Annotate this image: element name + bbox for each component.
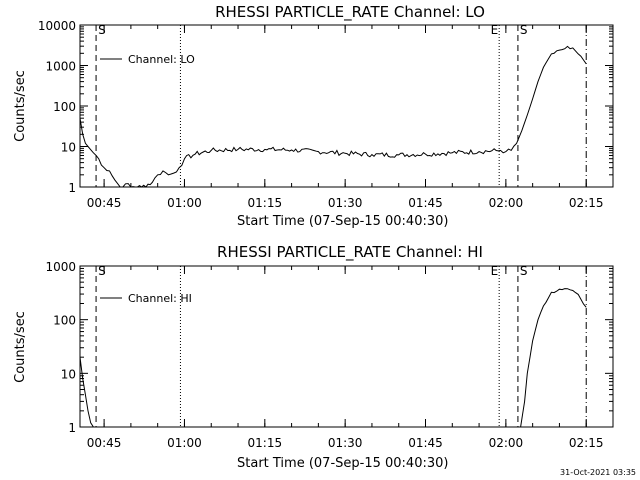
y-tick-label: 10 xyxy=(61,141,76,155)
y-axis-label-lo: Counts/sec xyxy=(13,70,28,142)
x-tick-label: 02:00 xyxy=(489,436,524,450)
panel-lo: RHESSI PARTICLE_RATE Channel: LO 1101001… xyxy=(13,3,614,229)
x-ticks-lo: 00:45 01:00 01:15 01:30 01:45 02:00 02:15 xyxy=(87,25,614,210)
series-line-hi xyxy=(520,288,587,428)
legend-hi: Channel: HI xyxy=(100,292,192,305)
y-tick-label: 1000 xyxy=(45,260,76,274)
series-line-hi xyxy=(79,357,94,428)
x-axis-label-lo: Start Time (07-Sep-15 00:40:30) xyxy=(237,214,448,229)
panel-hi: RHESSI PARTICLE_RATE Channel: HI 1101001… xyxy=(13,243,614,471)
y-tick-label: 1 xyxy=(68,421,76,435)
x-ticks-hi: 00:45 01:00 01:15 01:30 01:45 02:00 02:15 xyxy=(87,266,614,450)
x-axis-label-hi: Start Time (07-Sep-15 00:40:30) xyxy=(237,456,448,471)
x-tick-label: 00:45 xyxy=(87,436,122,450)
marker-label: E xyxy=(491,23,499,37)
series-lo xyxy=(79,45,587,188)
y-tick-label: 1 xyxy=(68,181,76,195)
x-tick-label: 01:30 xyxy=(328,196,363,210)
y-tick-label: 1000 xyxy=(45,60,76,74)
legend-lo: Channel: LO xyxy=(100,53,195,66)
x-tick-label: 02:15 xyxy=(569,436,604,450)
x-tick-label: 01:15 xyxy=(248,436,283,450)
x-tick-label: 01:15 xyxy=(248,196,283,210)
y-tick-label: 100 xyxy=(53,314,76,328)
x-tick-label: 01:00 xyxy=(167,436,202,450)
marker-label: S xyxy=(520,23,528,37)
x-tick-label: 02:15 xyxy=(569,196,604,210)
y-axis-label-hi: Counts/sec xyxy=(13,311,28,383)
x-tick-label: 00:45 xyxy=(87,196,122,210)
series-hi xyxy=(79,288,587,428)
y-ticks-hi: 1 10 100 1000 xyxy=(45,260,613,435)
x-tick-label: 01:00 xyxy=(167,196,202,210)
x-tick-label: 01:30 xyxy=(328,436,363,450)
marker-label: S xyxy=(98,264,106,278)
marker-label: S xyxy=(520,264,528,278)
x-tick-label: 01:45 xyxy=(408,436,443,450)
y-tick-label: 100 xyxy=(53,100,76,114)
legend-label-lo: Channel: LO xyxy=(128,53,195,66)
chart-title-hi: RHESSI PARTICLE_RATE Channel: HI xyxy=(217,243,483,262)
marker-label: E xyxy=(491,264,499,278)
chart-title-lo: RHESSI PARTICLE_RATE Channel: LO xyxy=(215,3,485,22)
generation-timestamp: 31-Oct-2021 03:35 xyxy=(560,468,636,477)
y-tick-label: 10000 xyxy=(38,19,76,33)
plot-frame-lo xyxy=(79,24,614,188)
marker-label: S xyxy=(98,23,106,37)
legend-label-hi: Channel: HI xyxy=(128,292,192,305)
y-tick-label: 10 xyxy=(61,367,76,381)
series-line-lo xyxy=(79,45,587,188)
x-tick-label: 02:00 xyxy=(489,196,524,210)
y-ticks-lo: 1 10 100 1000 10000 xyxy=(38,19,613,195)
plot-frame-hi xyxy=(79,265,614,428)
x-tick-label: 01:45 xyxy=(408,196,443,210)
